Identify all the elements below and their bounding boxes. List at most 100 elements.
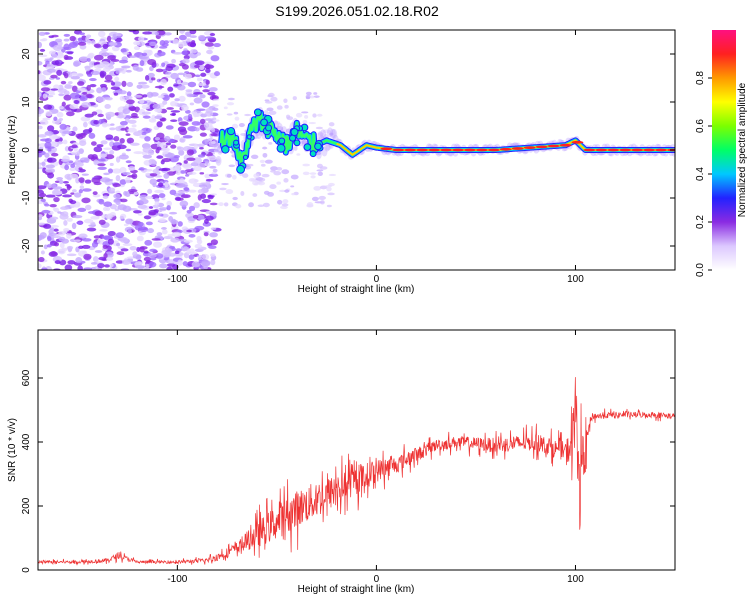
noise-speckle — [100, 177, 111, 183]
noise-speckle — [142, 115, 151, 119]
trace-peak — [511, 147, 524, 150]
noise-speckle — [209, 232, 218, 238]
noise-speckle — [66, 185, 72, 189]
noise-speckle — [125, 148, 132, 152]
noise-speckle — [201, 198, 212, 204]
noise-speckle — [207, 122, 213, 129]
noise-speckle — [73, 239, 81, 242]
noise-speckle — [179, 128, 188, 136]
noise-speckle — [47, 125, 55, 132]
noise-speckle — [170, 237, 180, 243]
trace-blob — [226, 127, 236, 136]
noise-speckle — [75, 133, 82, 139]
noise-speckle — [71, 151, 78, 156]
noise-speckle — [58, 231, 66, 236]
noise-speckle — [79, 32, 86, 36]
trace-blob — [309, 150, 317, 158]
noise-speckle — [52, 135, 61, 139]
noise-speckle — [252, 180, 259, 186]
noise-speckle — [320, 200, 325, 205]
noise-speckle — [89, 77, 97, 82]
noise-speckle — [315, 126, 323, 130]
noise-speckle — [122, 205, 132, 212]
noise-speckle — [38, 31, 46, 36]
noise-speckle — [70, 203, 76, 208]
noise-speckle — [214, 71, 221, 77]
noise-speckle — [55, 38, 63, 43]
noise-speckle — [88, 127, 93, 133]
noise-speckle — [199, 118, 206, 125]
noise-speckle — [204, 42, 214, 47]
noise-speckle — [210, 55, 220, 62]
noise-speckle — [208, 173, 219, 177]
noise-speckle — [322, 129, 331, 134]
noise-speckle — [69, 92, 80, 99]
noise-speckle — [128, 119, 137, 124]
noise-speckle — [112, 183, 121, 188]
noise-speckle — [39, 232, 47, 239]
noise-speckle — [232, 196, 238, 201]
noise-speckle — [178, 34, 187, 41]
noise-speckle — [68, 81, 73, 85]
spectrogram-x-tick-label: 100 — [567, 274, 584, 285]
noise-speckle — [189, 42, 197, 48]
noise-speckle — [221, 183, 229, 186]
noise-speckle — [170, 110, 181, 113]
trace-peak — [535, 145, 548, 149]
snr-x-label: Height of straight line (km) — [298, 584, 415, 595]
noise-speckle — [194, 60, 205, 66]
noise-speckle — [197, 143, 205, 148]
noise-speckle — [97, 158, 106, 162]
noise-speckle — [154, 197, 160, 203]
colorbar-tick-label: 0.8 — [695, 71, 706, 85]
noise-speckle — [126, 256, 135, 259]
noise-speckle — [46, 68, 56, 73]
noise-speckle — [152, 204, 160, 209]
trace-blob — [242, 154, 249, 160]
noise-speckle — [98, 219, 106, 225]
noise-speckle — [38, 91, 42, 98]
noise-speckle — [171, 231, 182, 238]
trace-halo — [331, 129, 338, 140]
noise-speckle — [130, 142, 140, 146]
noise-speckle — [126, 91, 132, 97]
noise-speckle — [125, 218, 134, 225]
noise-speckle — [262, 146, 268, 150]
noise-speckle — [193, 166, 202, 172]
noise-speckle — [197, 82, 207, 87]
noise-speckle — [87, 154, 95, 160]
noise-speckle — [51, 53, 58, 58]
noise-speckle — [205, 178, 214, 182]
trace-blob — [293, 139, 301, 147]
noise-speckle — [167, 167, 178, 172]
noise-speckle — [78, 189, 83, 194]
noise-speckle — [186, 93, 194, 98]
noise-speckle — [101, 213, 106, 219]
noise-speckle — [96, 238, 105, 245]
trace-peak — [392, 148, 405, 152]
noise-speckle — [99, 153, 107, 158]
noise-speckle — [120, 48, 127, 53]
noise-speckle — [240, 132, 248, 136]
noise-speckle — [87, 73, 93, 77]
noise-speckle — [63, 219, 68, 226]
noise-speckle — [38, 200, 44, 205]
trace-peak — [559, 143, 572, 147]
noise-speckle — [81, 173, 89, 176]
noise-speckle — [149, 178, 158, 185]
noise-speckle — [193, 143, 198, 150]
noise-speckle — [156, 232, 163, 236]
noise-speckle — [77, 81, 85, 86]
noise-speckle — [119, 95, 125, 101]
noise-speckle — [103, 172, 110, 176]
noise-speckle — [38, 263, 42, 269]
noise-speckle — [53, 242, 60, 247]
noise-speckle — [280, 205, 288, 210]
noise-speckle — [189, 248, 195, 254]
noise-speckle — [276, 166, 283, 171]
noise-speckle — [118, 154, 129, 160]
noise-speckle — [122, 171, 131, 176]
noise-speckle — [97, 263, 105, 269]
noise-speckle — [125, 177, 131, 184]
noise-speckle — [211, 107, 219, 112]
